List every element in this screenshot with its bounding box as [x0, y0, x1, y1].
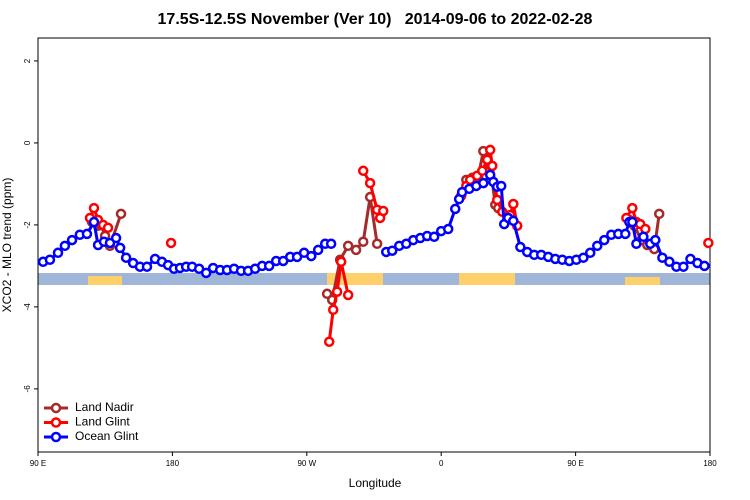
data-point: [508, 215, 519, 227]
data-point: [478, 177, 489, 189]
data-point: [484, 144, 496, 156]
data-point: [364, 177, 376, 189]
data-point: [703, 237, 714, 249]
data-point: [357, 165, 369, 177]
data-point: [378, 205, 389, 217]
y-axis-label: XCO2 - MLO trend (ppm): [0, 178, 14, 313]
data-point: [263, 260, 275, 272]
x-tick-label: 90 W: [297, 459, 316, 468]
y-tick-label: -4: [23, 303, 32, 311]
data-point: [599, 234, 610, 246]
data-point: [44, 254, 56, 266]
data-point: [335, 256, 347, 268]
data-point: [627, 216, 638, 228]
land-patch: [625, 277, 660, 285]
data-point: [141, 261, 153, 272]
data-point: [678, 261, 689, 272]
data-point: [52, 247, 64, 259]
chart-title: 17.5S-12.5S November (Ver 10) 2014-09-06…: [158, 11, 593, 28]
data-point: [620, 228, 631, 240]
data-point: [653, 208, 665, 220]
data-point: [81, 228, 93, 240]
data-point: [638, 231, 649, 243]
land-patch: [459, 273, 515, 285]
legend-label: Land Nadir: [75, 400, 134, 414]
y-tick-label: 2: [23, 58, 32, 63]
data-point: [66, 234, 78, 246]
data-point: [491, 194, 503, 206]
data-point: [331, 286, 343, 297]
data-point: [631, 238, 642, 250]
land-patch: [88, 276, 122, 285]
data-point: [584, 247, 596, 259]
data-point: [627, 202, 638, 214]
data-point: [487, 160, 498, 172]
land-patch: [327, 273, 383, 285]
data-point: [508, 198, 519, 210]
data-point: [371, 238, 383, 250]
legend-marker: [50, 402, 62, 414]
data-point: [327, 304, 339, 316]
x-tick-label: 90 E: [567, 459, 583, 468]
legend-label: Ocean Glint: [75, 429, 139, 443]
data-point: [350, 244, 362, 256]
data-point: [102, 222, 114, 234]
legend-label: Land Glint: [75, 415, 130, 429]
legend-marker: [50, 431, 62, 443]
data-point: [699, 260, 710, 272]
data-point: [325, 238, 337, 250]
data-point: [114, 242, 126, 254]
data-point: [664, 256, 675, 268]
data-point: [312, 244, 324, 256]
data-point: [428, 231, 440, 243]
x-axis-label: Longitude: [349, 476, 402, 490]
data-point: [115, 208, 127, 220]
data-point: [357, 236, 369, 247]
x-tick-label: 180: [703, 459, 717, 468]
data-point: [165, 237, 177, 249]
x-tick-label: 180: [166, 459, 180, 468]
data-point: [515, 241, 526, 253]
data-point: [342, 289, 354, 301]
data-point: [477, 165, 488, 177]
data-point: [650, 234, 661, 246]
data-point: [88, 202, 100, 214]
data-point: [592, 240, 603, 252]
x-tick-label: 90 E: [30, 459, 46, 468]
data-point: [88, 216, 100, 228]
x-tick-label: 0: [439, 459, 444, 468]
land-ocean-strip: [38, 273, 710, 285]
data-point: [442, 223, 454, 235]
data-point: [200, 267, 212, 279]
data-point: [110, 232, 122, 244]
data-point: [495, 180, 507, 192]
data-point: [449, 203, 461, 215]
data-point: [120, 252, 132, 263]
data-point: [59, 240, 71, 252]
data-point: [342, 240, 354, 252]
data-point: [578, 252, 589, 263]
data-point: [323, 336, 335, 347]
data-point: [306, 250, 317, 262]
legend-marker: [50, 417, 62, 428]
data-point: [386, 245, 398, 256]
y-tick-label: 0: [23, 140, 32, 145]
y-tick-label: -2: [23, 221, 32, 229]
y-tick-label: -6: [23, 385, 32, 393]
